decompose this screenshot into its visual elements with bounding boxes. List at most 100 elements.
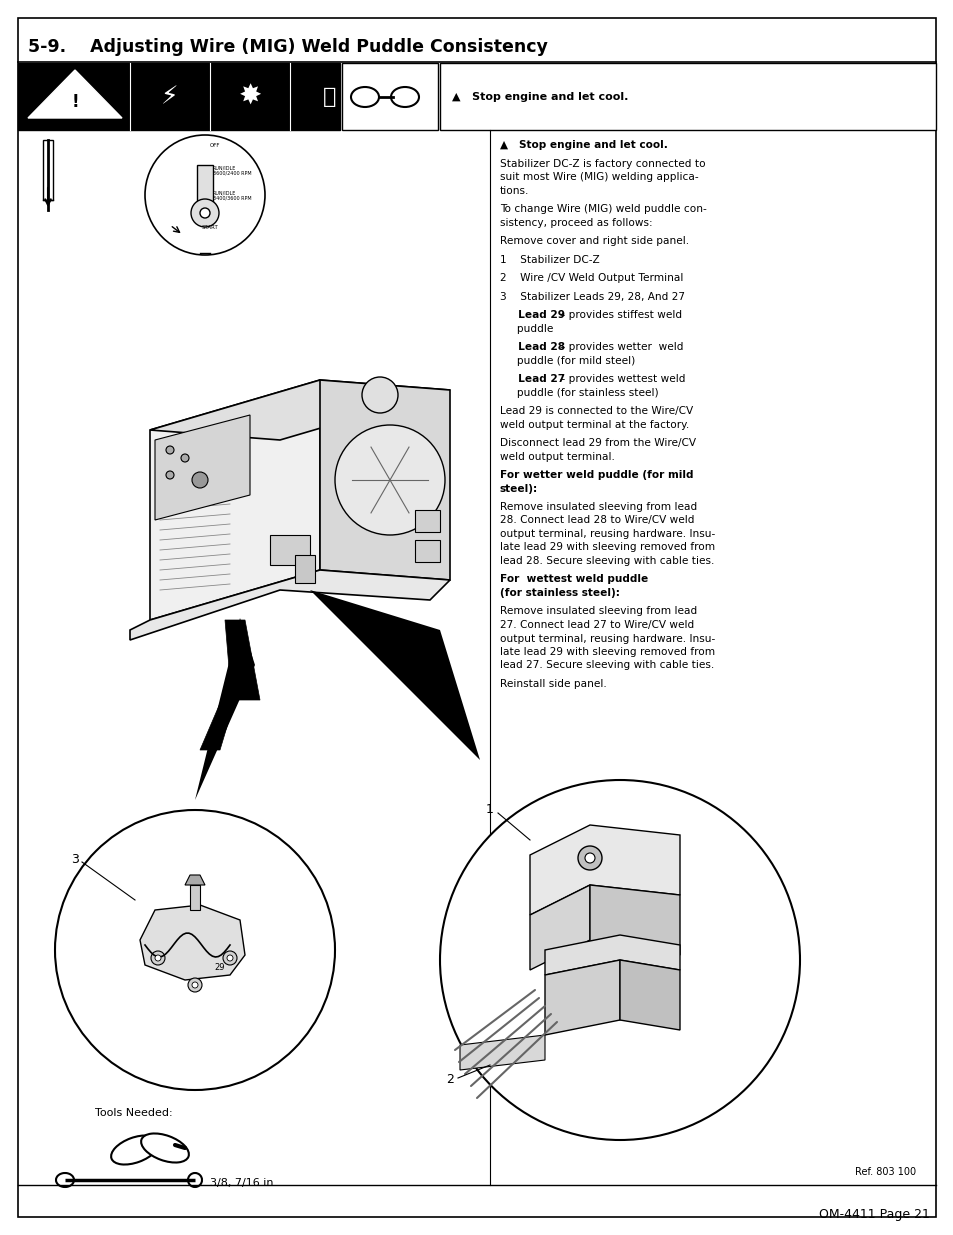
Circle shape xyxy=(192,472,208,488)
Circle shape xyxy=(188,978,202,992)
Text: 2    Wire /CV Weld Output Terminal: 2 Wire /CV Weld Output Terminal xyxy=(499,273,682,283)
Text: 5-9.    Adjusting Wire (MIG) Weld Puddle Consistency: 5-9. Adjusting Wire (MIG) Weld Puddle Co… xyxy=(28,38,547,56)
Text: (for stainless steel):: (for stainless steel): xyxy=(499,588,619,598)
Text: output terminal, reusing hardware. Insu-: output terminal, reusing hardware. Insu- xyxy=(499,529,715,538)
Text: Lead 29: Lead 29 xyxy=(499,310,564,320)
Bar xyxy=(294,555,314,583)
Text: 1: 1 xyxy=(485,804,494,816)
Text: lead 28. Secure sleeving with cable ties.: lead 28. Secure sleeving with cable ties… xyxy=(499,556,714,566)
Text: Remove insulated sleeving from lead: Remove insulated sleeving from lead xyxy=(499,606,697,616)
Polygon shape xyxy=(544,960,619,1035)
Bar xyxy=(415,540,439,562)
Circle shape xyxy=(439,781,800,1140)
Text: lead 27. Secure sleeving with cable ties.: lead 27. Secure sleeving with cable ties… xyxy=(499,661,714,671)
Polygon shape xyxy=(150,380,450,440)
Polygon shape xyxy=(530,825,679,915)
Circle shape xyxy=(578,846,601,869)
Text: RUN/IDLE
3600/2400 RPM: RUN/IDLE 3600/2400 RPM xyxy=(213,165,252,175)
Text: late lead 29 with sleeving removed from: late lead 29 with sleeving removed from xyxy=(499,647,715,657)
Text: 3: 3 xyxy=(71,853,79,867)
Text: Remove cover and right side panel.: Remove cover and right side panel. xyxy=(499,236,688,246)
Polygon shape xyxy=(459,1035,544,1070)
Polygon shape xyxy=(150,380,319,620)
Polygon shape xyxy=(140,905,245,981)
Polygon shape xyxy=(194,618,254,800)
Text: 👁: 👁 xyxy=(323,86,336,107)
Circle shape xyxy=(55,810,335,1091)
Circle shape xyxy=(151,951,165,965)
Text: 2: 2 xyxy=(446,1073,454,1087)
Circle shape xyxy=(200,207,210,219)
Polygon shape xyxy=(154,415,250,520)
Text: ✸: ✸ xyxy=(238,83,261,111)
Circle shape xyxy=(223,951,236,965)
Text: START: START xyxy=(201,225,218,230)
Text: Remove insulated sleeving from lead: Remove insulated sleeving from lead xyxy=(499,501,697,513)
Circle shape xyxy=(181,454,189,462)
Text: ⚡: ⚡ xyxy=(161,85,178,109)
Text: sistency, proceed as follows:: sistency, proceed as follows: xyxy=(499,217,652,227)
Text: 3/8, 7/16 in: 3/8, 7/16 in xyxy=(210,1178,274,1188)
Text: OM-4411 Page 21: OM-4411 Page 21 xyxy=(819,1209,929,1221)
Circle shape xyxy=(166,471,173,479)
Text: Lead 28: Lead 28 xyxy=(499,342,564,352)
Ellipse shape xyxy=(141,1134,189,1162)
Circle shape xyxy=(192,982,198,988)
Bar xyxy=(18,63,339,130)
Bar xyxy=(190,885,200,910)
Text: steel):: steel): xyxy=(499,483,537,494)
Text: 29: 29 xyxy=(214,963,225,972)
Text: – provides wettest weld: – provides wettest weld xyxy=(559,374,685,384)
Text: 28. Connect lead 28 to Wire/CV weld: 28. Connect lead 28 to Wire/CV weld xyxy=(499,515,694,526)
Polygon shape xyxy=(185,876,205,885)
Polygon shape xyxy=(544,935,679,974)
Circle shape xyxy=(191,199,219,227)
Text: 27. Connect lead 27 to Wire/CV weld: 27. Connect lead 27 to Wire/CV weld xyxy=(499,620,694,630)
Text: suit most Wire (MIG) welding applica-: suit most Wire (MIG) welding applica- xyxy=(499,172,698,182)
Text: puddle (for mild steel): puddle (for mild steel) xyxy=(499,356,635,366)
Text: tions.: tions. xyxy=(499,185,529,195)
Circle shape xyxy=(361,377,397,412)
Text: late lead 29 with sleeving removed from: late lead 29 with sleeving removed from xyxy=(499,542,715,552)
Polygon shape xyxy=(619,960,679,1030)
Text: OFF: OFF xyxy=(210,143,220,148)
Ellipse shape xyxy=(351,86,378,107)
Text: Stabilizer DC-Z is factory connected to: Stabilizer DC-Z is factory connected to xyxy=(499,158,705,168)
Polygon shape xyxy=(530,885,589,969)
Polygon shape xyxy=(319,380,450,580)
Text: RUN/IDLE
3400/3600 RPM: RUN/IDLE 3400/3600 RPM xyxy=(213,190,252,201)
Text: Tools Needed:: Tools Needed: xyxy=(95,1108,172,1118)
Polygon shape xyxy=(28,70,122,119)
Ellipse shape xyxy=(111,1135,159,1165)
Circle shape xyxy=(584,853,595,863)
Text: puddle (for stainless steel): puddle (for stainless steel) xyxy=(499,388,658,398)
Text: To change Wire (MIG) weld puddle con-: To change Wire (MIG) weld puddle con- xyxy=(499,204,706,214)
Circle shape xyxy=(145,135,265,254)
Text: Lead 29 is connected to the Wire/CV: Lead 29 is connected to the Wire/CV xyxy=(499,406,693,416)
Circle shape xyxy=(166,446,173,454)
Ellipse shape xyxy=(391,86,418,107)
Bar xyxy=(439,63,935,130)
Bar xyxy=(341,63,437,130)
Bar xyxy=(196,165,213,210)
Text: puddle: puddle xyxy=(499,324,553,333)
Text: 1    Stabilizer DC-Z: 1 Stabilizer DC-Z xyxy=(499,254,599,264)
Text: Lead 27: Lead 27 xyxy=(499,374,564,384)
Bar xyxy=(415,510,439,532)
Text: weld output terminal at the factory.: weld output terminal at the factory. xyxy=(499,420,688,430)
Polygon shape xyxy=(310,590,479,760)
Polygon shape xyxy=(589,885,679,955)
Text: 3    Stabilizer Leads 29, 28, And 27: 3 Stabilizer Leads 29, 28, And 27 xyxy=(499,291,684,301)
Polygon shape xyxy=(130,571,450,640)
Text: Ref. 803 100: Ref. 803 100 xyxy=(854,1167,915,1177)
Text: – provides stiffest weld: – provides stiffest weld xyxy=(559,310,681,320)
Circle shape xyxy=(154,955,161,961)
Text: ▲   Stop engine and let cool.: ▲ Stop engine and let cool. xyxy=(452,91,628,103)
Text: For wetter weld puddle (for mild: For wetter weld puddle (for mild xyxy=(499,471,693,480)
Circle shape xyxy=(335,425,444,535)
Text: weld output terminal.: weld output terminal. xyxy=(499,452,615,462)
Bar xyxy=(43,140,53,200)
Polygon shape xyxy=(200,620,260,750)
Circle shape xyxy=(227,955,233,961)
Text: – provides wetter  weld: – provides wetter weld xyxy=(559,342,682,352)
